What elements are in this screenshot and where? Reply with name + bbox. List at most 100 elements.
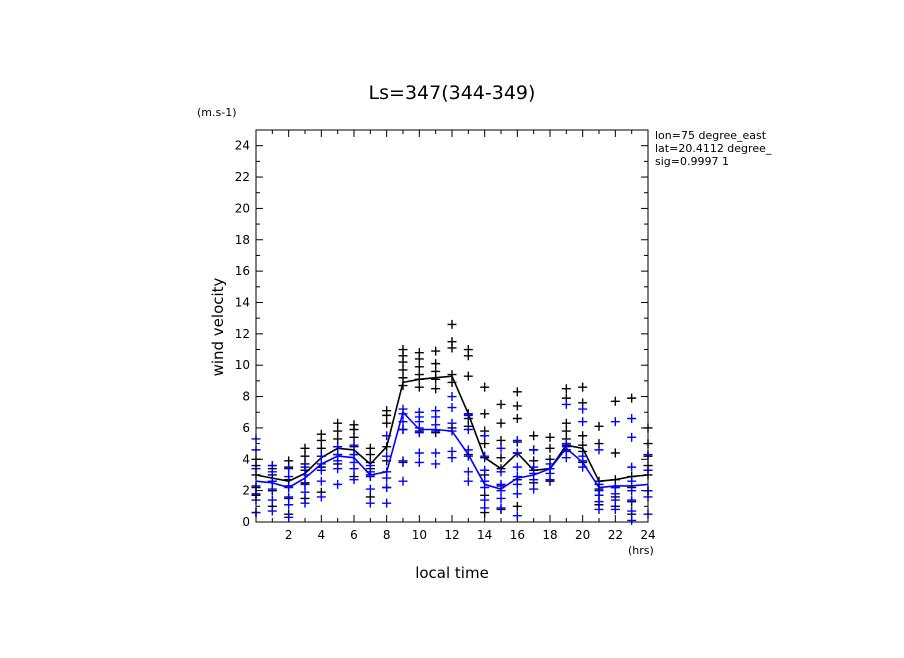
black-plus-marker: [349, 420, 359, 430]
y-tick-label: 22: [235, 170, 250, 184]
y-tick-label: 2: [242, 484, 250, 498]
blue-plus-marker: [267, 484, 277, 494]
blue-plus-marker: [529, 445, 539, 455]
black-plus-marker: [316, 429, 326, 439]
blue-plus-marker: [382, 431, 392, 441]
black-plus-marker: [382, 442, 392, 452]
blue-plus-marker: [627, 515, 637, 525]
x-axis-title: local time: [415, 564, 489, 582]
black-plus-marker: [431, 374, 441, 384]
black-plus-marker: [316, 443, 326, 453]
blue-plus-marker: [382, 451, 392, 461]
blue-plus-marker: [480, 476, 490, 486]
black-plus-marker: [398, 345, 408, 355]
blue-plus-marker: [512, 448, 522, 458]
blue-plus-marker: [480, 451, 490, 461]
black-plus-marker: [480, 382, 490, 392]
blue-plus-marker: [316, 459, 326, 469]
x-tick-label: 10: [412, 528, 427, 542]
y-tick-label: 8: [242, 390, 250, 404]
black-plus-marker: [333, 434, 343, 444]
black-plus-marker: [578, 440, 588, 450]
blue-plus-marker: [463, 467, 473, 477]
x-tick-label: 24: [640, 528, 655, 542]
plot-frame: [255, 129, 649, 523]
blue-plus-marker: [349, 440, 359, 450]
black-plus-marker: [512, 387, 522, 397]
blue-plus-marker: [463, 410, 473, 420]
x-tick-label: 18: [542, 528, 557, 542]
blue-plus-marker: [414, 448, 424, 458]
blue-plus-marker: [284, 500, 294, 510]
y-axis-title: wind velocity: [209, 277, 227, 376]
black-plus-marker: [594, 421, 604, 431]
x-tick-label: 22: [608, 528, 623, 542]
black-plus-marker: [382, 418, 392, 428]
blue-plus-marker: [398, 456, 408, 466]
blue-plus-marker: [627, 462, 637, 472]
blue-plus-marker: [333, 442, 343, 452]
black-plus-marker: [382, 406, 392, 416]
blue-plus-marker: [382, 483, 392, 493]
blue-plus-marker: [578, 417, 588, 427]
blue-plus-marker: [267, 476, 277, 486]
blue-plus-marker: [496, 467, 506, 477]
blue-plus-marker: [627, 414, 637, 424]
blue-series: [251, 392, 653, 525]
x-tick-label: 12: [444, 528, 459, 542]
blue-plus-marker: [349, 457, 359, 467]
blue-plus-marker: [512, 479, 522, 489]
blue-plus-marker: [610, 504, 620, 514]
blue-plus-marker: [496, 443, 506, 453]
y-tick-label: 6: [242, 421, 250, 435]
black-plus-marker: [447, 319, 457, 329]
black-plus-marker: [610, 448, 620, 458]
black-plus-marker: [529, 431, 539, 441]
blue-plus-marker: [529, 462, 539, 472]
blue-plus-marker: [300, 487, 310, 497]
blue-plus-marker: [627, 506, 637, 516]
blue-plus-marker: [512, 472, 522, 482]
black-plus-marker: [512, 501, 522, 511]
blue-plus-marker: [316, 451, 326, 461]
blue-plus-marker: [431, 459, 441, 469]
blue-plus-marker: [300, 479, 310, 489]
y-tick-label: 24: [235, 139, 250, 153]
blue-plus-marker: [561, 399, 571, 409]
black-plus-marker: [447, 377, 457, 387]
blue-plus-marker: [627, 476, 637, 486]
black-plus-marker: [610, 396, 620, 406]
blue-plus-marker: [316, 492, 326, 502]
x-tick-label: 2: [285, 528, 293, 542]
blue-plus-marker: [496, 479, 506, 489]
blue-plus-marker: [512, 462, 522, 472]
blue-plus-marker: [333, 450, 343, 460]
black-plus-marker: [414, 348, 424, 358]
blue-plus-marker: [463, 476, 473, 486]
blue-plus-marker: [447, 392, 457, 402]
y-tick-label: 18: [235, 233, 250, 247]
blue-plus-marker: [398, 424, 408, 434]
black-plus-marker: [333, 418, 343, 428]
black-plus-marker: [431, 346, 441, 356]
blue-plus-marker: [463, 445, 473, 455]
black-plus-marker: [496, 453, 506, 463]
black-plus-marker: [480, 439, 490, 449]
info-line: sig=0.9997 1: [655, 155, 729, 168]
x-tick-label: 14: [477, 528, 492, 542]
black-plus-marker: [561, 426, 571, 436]
blue-plus-marker: [561, 439, 571, 449]
black-plus-marker: [447, 370, 457, 380]
blue-plus-marker: [480, 495, 490, 505]
black-plus-marker: [545, 443, 555, 453]
blue-plus-marker: [545, 459, 555, 469]
blue-plus-marker: [365, 498, 375, 508]
black-plus-marker: [300, 451, 310, 461]
blue-plus-marker: [496, 503, 506, 513]
blue-plus-marker: [512, 489, 522, 499]
black-plus-marker: [545, 432, 555, 442]
y-tick-label: 4: [242, 452, 250, 466]
black-plus-marker: [431, 366, 441, 376]
blue-plus-marker: [349, 475, 359, 485]
